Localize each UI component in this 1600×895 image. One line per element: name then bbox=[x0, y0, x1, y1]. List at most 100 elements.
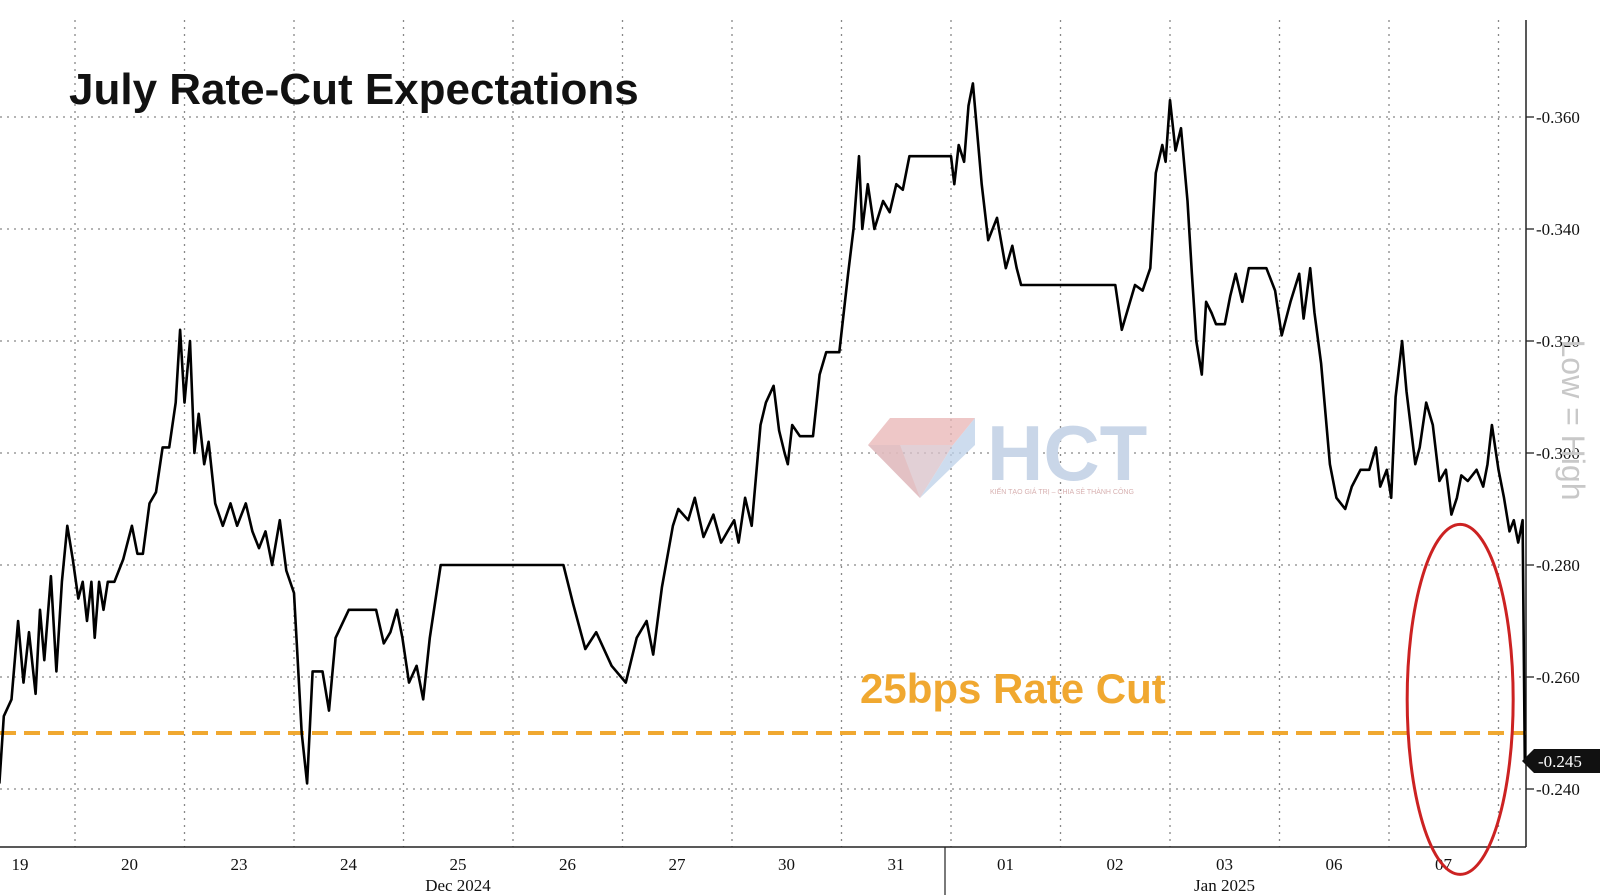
data-point bbox=[306, 782, 308, 785]
data-point bbox=[852, 228, 855, 230]
data-point bbox=[1486, 463, 1489, 466]
data-point bbox=[661, 586, 663, 589]
x-tick-label: 01 bbox=[997, 855, 1014, 874]
data-point bbox=[251, 530, 254, 533]
data-point bbox=[980, 183, 983, 185]
data-point bbox=[383, 642, 385, 645]
data-point bbox=[136, 553, 139, 555]
data-point bbox=[1467, 480, 1469, 482]
data-point bbox=[1298, 273, 1300, 275]
x-tick-label: 31 bbox=[888, 855, 905, 874]
data-point bbox=[987, 239, 989, 241]
data-point bbox=[3, 715, 5, 717]
data-point bbox=[996, 217, 998, 219]
data-point bbox=[1414, 463, 1417, 466]
data-point bbox=[847, 273, 849, 275]
data-point bbox=[155, 491, 157, 494]
data-point bbox=[744, 497, 746, 499]
data-point bbox=[34, 693, 37, 695]
data-point bbox=[625, 681, 627, 684]
data-point bbox=[838, 351, 841, 354]
data-point bbox=[677, 508, 680, 510]
data-point bbox=[1169, 99, 1171, 101]
data-point bbox=[1248, 267, 1250, 270]
data-point bbox=[1513, 519, 1515, 521]
data-point bbox=[1180, 127, 1182, 129]
data-point bbox=[396, 609, 398, 611]
data-point bbox=[389, 631, 392, 633]
data-point bbox=[687, 519, 689, 521]
data-point bbox=[375, 609, 377, 611]
y-tick-label: -0.260 bbox=[1536, 668, 1580, 687]
data-point bbox=[429, 637, 431, 639]
data-point bbox=[293, 592, 295, 594]
data-point bbox=[895, 183, 898, 185]
x-tick-label: 26 bbox=[559, 855, 576, 874]
data-point bbox=[1164, 161, 1167, 163]
data-point bbox=[720, 541, 722, 544]
watermark-logo-icon bbox=[868, 418, 975, 498]
data-point bbox=[595, 631, 597, 633]
data-point bbox=[98, 581, 100, 583]
highlight-ellipse bbox=[1405, 522, 1515, 876]
data-point bbox=[328, 709, 330, 712]
data-point bbox=[953, 183, 956, 185]
data-point bbox=[1229, 295, 1231, 298]
y-tick-label: -0.320 bbox=[1536, 332, 1580, 351]
data-point bbox=[957, 144, 960, 146]
data-point bbox=[1059, 284, 1062, 286]
data-point bbox=[1368, 469, 1371, 471]
y-tick-label: -0.360 bbox=[1536, 108, 1580, 127]
x-month-label: Dec 2024 bbox=[425, 876, 491, 895]
data-point bbox=[193, 452, 196, 454]
data-point bbox=[203, 463, 205, 466]
data-point bbox=[867, 183, 869, 185]
y-ticks: -0.240 -0.260 -0.280 -0.300 -0.320 -0.340 -0.3… bbox=[1526, 108, 1580, 799]
axes bbox=[0, 20, 1527, 895]
x-tick-label: 27 bbox=[669, 855, 687, 874]
data-point bbox=[1205, 301, 1207, 303]
last-value-badge bbox=[1522, 749, 1600, 773]
data-point bbox=[694, 497, 696, 499]
x-tick-label: 24 bbox=[340, 855, 358, 874]
data-point bbox=[55, 670, 58, 673]
data-point bbox=[1497, 469, 1500, 471]
data-point bbox=[1161, 144, 1164, 146]
data-point bbox=[967, 105, 970, 107]
x-tick-label: 03 bbox=[1216, 855, 1233, 874]
data-point bbox=[562, 564, 565, 566]
data-point bbox=[174, 401, 177, 404]
data-point bbox=[672, 525, 674, 527]
data-point bbox=[1329, 463, 1331, 466]
data-point bbox=[72, 558, 74, 561]
data-point bbox=[1234, 273, 1237, 275]
data-point bbox=[77, 597, 80, 600]
data-point bbox=[635, 637, 638, 639]
y-tick-label: -0.300 bbox=[1536, 444, 1580, 463]
data-point bbox=[348, 609, 350, 611]
data-point bbox=[858, 155, 860, 157]
data-point bbox=[279, 519, 281, 521]
data-point bbox=[401, 637, 404, 639]
data-point bbox=[131, 525, 133, 527]
gridlines bbox=[0, 20, 1526, 847]
last-value-group: -0.245 bbox=[1522, 749, 1600, 773]
data-point bbox=[1155, 172, 1157, 174]
data-point bbox=[791, 424, 793, 426]
data-point bbox=[415, 665, 418, 667]
data-point bbox=[1265, 267, 1268, 270]
data-point bbox=[214, 502, 216, 505]
data-point bbox=[772, 385, 775, 387]
data-point bbox=[1256, 267, 1259, 270]
data-point bbox=[1405, 390, 1408, 393]
data-point bbox=[1134, 284, 1136, 286]
side-label: Low = High bbox=[1555, 340, 1591, 501]
data-point bbox=[825, 351, 827, 354]
data-point bbox=[1224, 323, 1226, 326]
data-point bbox=[712, 513, 715, 516]
data-point bbox=[285, 569, 288, 572]
data-point bbox=[1438, 480, 1441, 482]
reference-line-label: 25bps Rate Cut bbox=[860, 665, 1166, 712]
x-tick-label: 25 bbox=[450, 855, 467, 874]
data-point bbox=[1351, 485, 1353, 488]
